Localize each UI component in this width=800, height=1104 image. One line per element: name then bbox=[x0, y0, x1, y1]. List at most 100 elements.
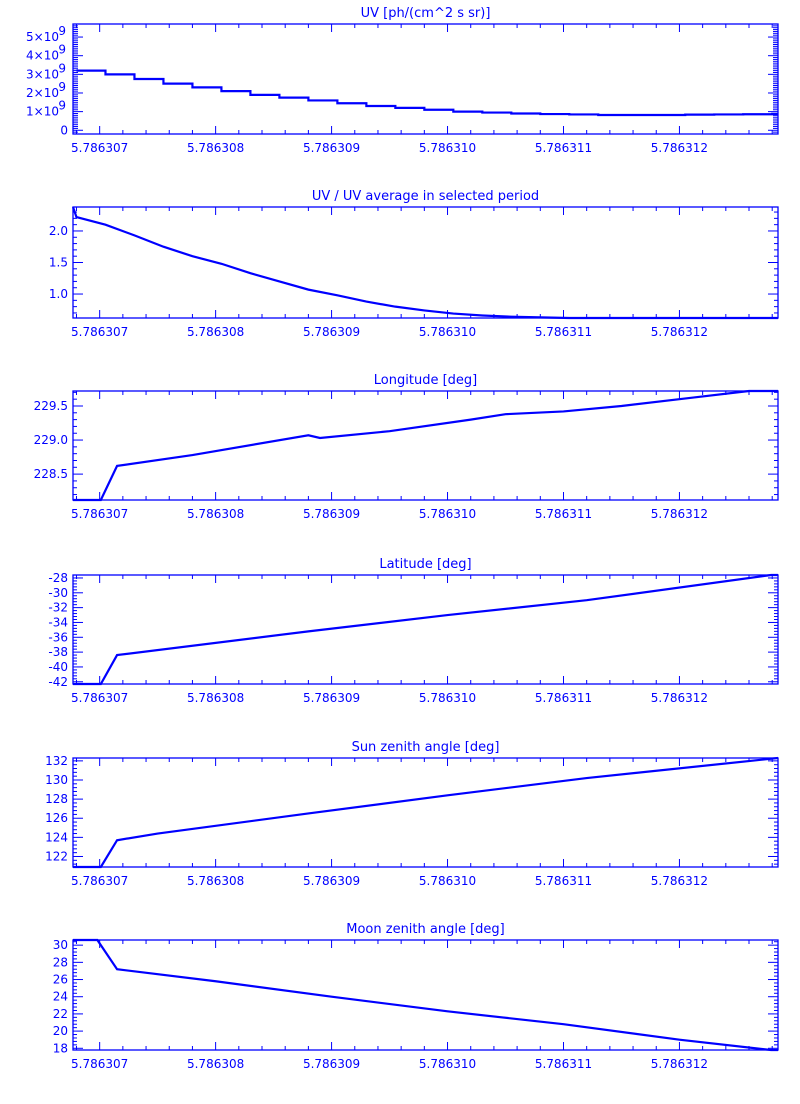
x-tick-label: 5.786309 bbox=[303, 507, 360, 521]
y-tick-base: -40 bbox=[48, 660, 68, 674]
y-tick-label: 132 bbox=[45, 754, 68, 768]
plot-frame bbox=[73, 207, 778, 318]
y-tick-base: 1×10 bbox=[26, 105, 59, 119]
y-tick-base: 122 bbox=[45, 849, 68, 863]
y-tick-base: 30 bbox=[53, 938, 68, 952]
y-tick-label: 2×10 bbox=[26, 86, 59, 100]
x-tick-label: 5.786308 bbox=[187, 874, 244, 888]
y-tick-exponent: 9 bbox=[58, 80, 66, 94]
plot-frame bbox=[73, 24, 778, 134]
y-tick-base: 26 bbox=[53, 973, 68, 987]
series-line bbox=[73, 575, 778, 684]
y-tick-base: -38 bbox=[48, 645, 68, 659]
panel-title: Latitude [deg] bbox=[379, 557, 471, 572]
panel-title: Moon zenith angle [deg] bbox=[346, 922, 504, 937]
y-tick-base: 28 bbox=[53, 955, 68, 969]
y-tick-base: 5×10 bbox=[26, 30, 59, 44]
y-tick-label: -38 bbox=[48, 645, 68, 659]
y-tick-base: 4×10 bbox=[26, 49, 59, 63]
y-tick-base: -32 bbox=[48, 601, 68, 615]
y-tick-label: 229.0 bbox=[34, 433, 68, 447]
series-line bbox=[76, 71, 778, 115]
y-tick-base: 22 bbox=[53, 1007, 68, 1021]
y-tick-label: 26 bbox=[53, 973, 68, 987]
x-tick-label: 5.786309 bbox=[303, 874, 360, 888]
y-tick-label: 4×10 bbox=[26, 49, 59, 63]
x-tick-label: 5.786308 bbox=[187, 507, 244, 521]
x-tick-label: 5.786308 bbox=[187, 1057, 244, 1071]
x-tick-label: 5.786308 bbox=[187, 325, 244, 339]
y-tick-label: 122 bbox=[45, 849, 68, 863]
y-tick-base: 228.5 bbox=[34, 467, 68, 481]
y-tick-base: 130 bbox=[45, 773, 68, 787]
x-tick-label: 5.786310 bbox=[419, 507, 476, 521]
plot-frame bbox=[73, 391, 778, 500]
panel-title: UV [ph/(cm^2 s sr)] bbox=[361, 6, 491, 21]
x-tick-label: 5.786309 bbox=[303, 691, 360, 705]
y-tick-label: 228.5 bbox=[34, 467, 68, 481]
x-tick-label: 5.786311 bbox=[535, 507, 592, 521]
x-tick-label: 5.786309 bbox=[303, 1057, 360, 1071]
y-tick-base: 18 bbox=[53, 1041, 68, 1055]
y-tick-exponent: 9 bbox=[58, 24, 66, 38]
x-tick-label: 5.786310 bbox=[419, 1057, 476, 1071]
x-tick-label: 5.786308 bbox=[187, 691, 244, 705]
x-tick-label: 5.786310 bbox=[419, 141, 476, 155]
series-line bbox=[73, 940, 778, 1050]
x-tick-label: 5.786312 bbox=[651, 691, 708, 705]
y-tick-label: -36 bbox=[48, 630, 68, 644]
y-tick-label: 1×10 bbox=[26, 105, 59, 119]
plot-frame bbox=[73, 758, 778, 867]
y-tick-base: -30 bbox=[48, 586, 68, 600]
y-tick-base: -42 bbox=[48, 675, 68, 689]
x-tick-label: 5.786312 bbox=[651, 141, 708, 155]
x-tick-label: 5.786311 bbox=[535, 1057, 592, 1071]
x-tick-label: 5.786310 bbox=[419, 691, 476, 705]
y-tick-base: 1.5 bbox=[49, 256, 68, 270]
y-tick-label: -40 bbox=[48, 660, 68, 674]
panel-title: UV / UV average in selected period bbox=[312, 189, 539, 204]
y-tick-label: 22 bbox=[53, 1007, 68, 1021]
y-tick-label: -30 bbox=[48, 586, 68, 600]
y-tick-label: 124 bbox=[45, 830, 68, 844]
panel-title: Sun zenith angle [deg] bbox=[352, 740, 500, 755]
x-tick-label: 5.786310 bbox=[419, 874, 476, 888]
y-tick-base: 2.0 bbox=[49, 224, 68, 238]
y-tick-base: 128 bbox=[45, 792, 68, 806]
y-tick-label: 1.5 bbox=[49, 256, 68, 270]
y-tick-base: 124 bbox=[45, 830, 68, 844]
y-tick-base: 1.0 bbox=[49, 287, 68, 301]
y-tick-base: 229.5 bbox=[34, 399, 68, 413]
y-tick-base: 126 bbox=[45, 811, 68, 825]
panel-2: UV / UV average in selected period 5.7863… bbox=[49, 189, 778, 339]
y-tick-label: 3×10 bbox=[26, 67, 59, 81]
y-tick-label: -32 bbox=[48, 601, 68, 615]
plot-frame bbox=[73, 940, 778, 1050]
y-tick-base: 2×10 bbox=[26, 86, 59, 100]
y-tick-base: 20 bbox=[53, 1024, 68, 1038]
y-tick-label: 128 bbox=[45, 792, 68, 806]
y-tick-exponent: 9 bbox=[58, 99, 66, 113]
x-tick-label: 5.786307 bbox=[71, 141, 128, 155]
y-tick-base: 3×10 bbox=[26, 67, 59, 81]
y-tick-label: 28 bbox=[53, 955, 68, 969]
y-tick-label: 1.0 bbox=[49, 287, 68, 301]
y-tick-label: -34 bbox=[48, 615, 68, 629]
series-line bbox=[73, 207, 778, 318]
x-tick-label: 5.786311 bbox=[535, 325, 592, 339]
x-tick-label: 5.786312 bbox=[651, 507, 708, 521]
y-tick-base: -28 bbox=[48, 571, 68, 585]
x-tick-label: 5.786310 bbox=[419, 325, 476, 339]
y-tick-label: 24 bbox=[53, 990, 68, 1004]
y-tick-label: -42 bbox=[48, 675, 68, 689]
y-tick-label: 229.5 bbox=[34, 399, 68, 413]
x-tick-label: 5.786307 bbox=[71, 507, 128, 521]
y-tick-base: 229.0 bbox=[34, 433, 68, 447]
y-tick-label: 130 bbox=[45, 773, 68, 787]
y-tick-label: 20 bbox=[53, 1024, 68, 1038]
y-tick-label: -28 bbox=[48, 571, 68, 585]
